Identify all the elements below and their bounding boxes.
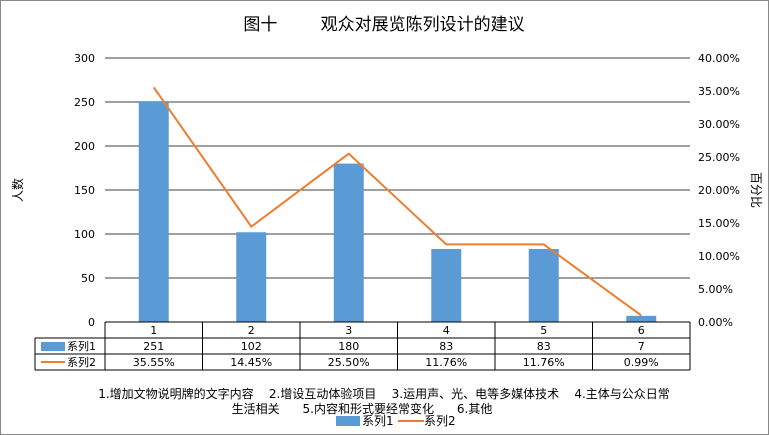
bar	[333, 163, 364, 322]
category-note-line-1: 1.增加文物说明牌的文字内容 2.增设互动体验项目 3.运用声、光、电等多媒体技…	[98, 386, 670, 401]
category-note-line-2: 生活相关 5.内容和形式要经常变化 6.其他	[232, 401, 493, 416]
table-series-name: 系列2	[67, 355, 96, 369]
y-tick-label: 300	[74, 52, 95, 65]
data-label: 251	[143, 340, 164, 353]
y-tick-label: 250	[74, 96, 95, 109]
x-tick-label: 2	[248, 324, 255, 337]
x-tick-label: 1	[150, 324, 157, 337]
data-label: 83	[439, 340, 453, 353]
y2-tick-label: 40.00%	[698, 52, 740, 65]
x-tick-label: 6	[638, 324, 645, 337]
x-tick-label: 5	[540, 324, 547, 337]
bar	[138, 101, 169, 323]
y2-tick-label: 30.00%	[698, 118, 740, 131]
axes: 0 50 100 150 200 250 300 0.00% 5.00% 10.00% 15.00%…	[74, 52, 740, 329]
data-label: 11.76%	[523, 356, 565, 369]
data-table: 1 2 3 4 5 6 251 102 180 83 83 7 35.55% 14.45% 25.50% 11…	[34, 321, 691, 371]
data-label: 25.50%	[328, 356, 370, 369]
chart-title: 图十 观众对展览陈列设计的建议	[243, 15, 524, 35]
bar	[431, 248, 462, 322]
y2-tick-label: 15.00%	[698, 217, 740, 230]
y2-tick-label: 0.00%	[698, 316, 733, 329]
legend-key-bar	[336, 416, 360, 426]
legend: 系列1 系列2	[336, 414, 456, 428]
y-tick-label: 100	[74, 228, 95, 241]
y2-axis-label: 百分比	[749, 172, 763, 208]
y-tick-label: 200	[74, 140, 95, 153]
data-label: 102	[241, 340, 262, 353]
data-label: 11.76%	[425, 356, 467, 369]
series-line	[152, 86, 642, 317]
legend-label: 系列2	[424, 414, 456, 428]
y2-tick-label: 10.00%	[698, 250, 740, 263]
data-label: 7	[638, 340, 645, 353]
line-series	[152, 86, 642, 317]
data-label: 14.45%	[230, 356, 272, 369]
data-label: 35.55%	[133, 356, 175, 369]
table-series-name: 系列1	[67, 339, 96, 353]
y-axis-label: 人数	[10, 178, 25, 202]
legend-key-bar	[41, 342, 65, 351]
gridlines	[105, 57, 690, 279]
y-tick-label: 150	[74, 184, 95, 197]
bar	[528, 248, 559, 322]
legend-label: 系列1	[362, 414, 394, 428]
y2-tick-label: 35.00%	[698, 85, 740, 98]
y2-tick-label: 25.00%	[698, 151, 740, 164]
bar	[236, 232, 267, 322]
data-label: 0.99%	[624, 356, 659, 369]
data-label: 180	[338, 340, 359, 353]
y-tick-label: 0	[88, 316, 95, 329]
y-tick-label: 50	[81, 272, 95, 285]
y2-tick-label: 5.00%	[698, 283, 733, 296]
x-tick-label: 3	[345, 324, 352, 337]
bar	[626, 315, 657, 322]
x-tick-label: 4	[443, 324, 450, 337]
data-label: 83	[537, 340, 551, 353]
y2-tick-label: 20.00%	[698, 184, 740, 197]
bar-series	[138, 101, 657, 323]
